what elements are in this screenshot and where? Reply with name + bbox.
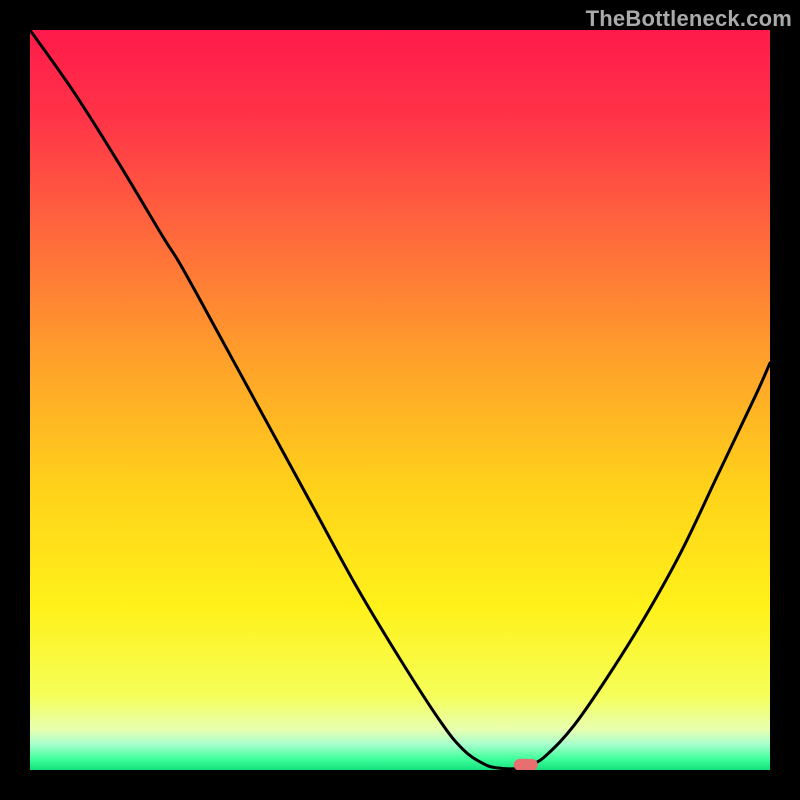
watermark-text: TheBottleneck.com	[586, 6, 792, 32]
plot-area	[30, 30, 770, 770]
optimal-marker	[514, 759, 538, 770]
chart-svg	[30, 30, 770, 770]
chart-container: { "watermark": { "text": "TheBottleneck.…	[0, 0, 800, 800]
